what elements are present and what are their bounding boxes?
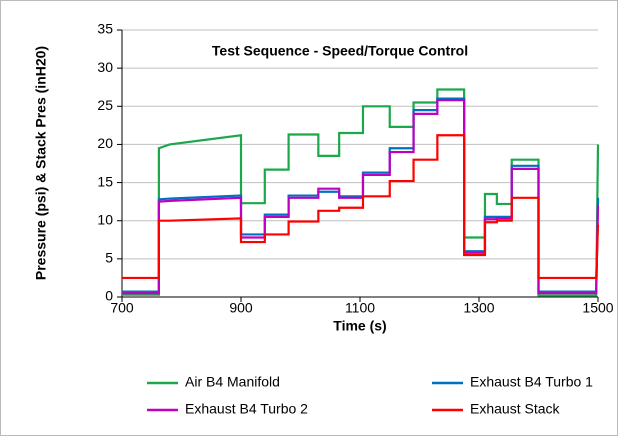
series-line — [122, 88, 600, 297]
chart-title: Test Sequence - Speed/Torque Control — [212, 43, 468, 59]
y-tick-label: 10 — [97, 211, 113, 227]
series-line — [122, 99, 600, 295]
x-tick-label: 1500 — [582, 300, 613, 316]
legend-label: Exhaust Stack — [470, 401, 560, 417]
series-line — [122, 134, 600, 280]
x-tick-label: 900 — [229, 300, 253, 316]
y-tick-label: 0 — [105, 288, 113, 304]
y-tick-label: 20 — [97, 135, 113, 151]
x-tick-label: 1300 — [463, 300, 494, 316]
x-axis-label: Time (s) — [333, 318, 386, 334]
legend-label: Exhaust B4 Turbo 1 — [470, 374, 593, 390]
y-tick-label: 5 — [105, 250, 113, 266]
x-tick-label: 1100 — [345, 300, 375, 316]
y-axis-label: Pressure (psi) & Stack Pres (inH20) — [33, 46, 49, 280]
y-tick-label: 25 — [97, 97, 113, 113]
legend-label: Exhaust B4 Turbo 2 — [185, 401, 308, 417]
y-tick-label: 30 — [97, 59, 113, 75]
y-tick-label: 35 — [97, 21, 113, 37]
y-tick-label: 15 — [97, 173, 113, 189]
legend-label: Air B4 Manifold — [185, 374, 280, 390]
x-tick-label: 700 — [110, 300, 134, 316]
